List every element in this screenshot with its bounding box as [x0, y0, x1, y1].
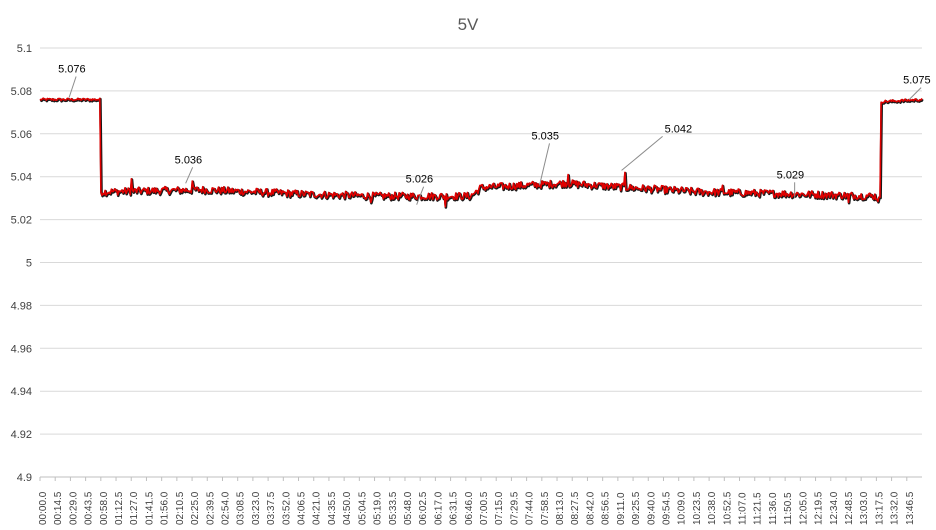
- x-tick-label: 06:46.0: [464, 491, 475, 525]
- x-tick-label: 03:52.0: [281, 491, 292, 525]
- x-tick-label: 07:00.5: [479, 491, 490, 525]
- x-tick-label: 12:48.5: [844, 491, 855, 525]
- y-tick-label: 4.96: [11, 343, 32, 355]
- x-tick-label: 00:14.5: [53, 491, 64, 525]
- x-tick-label: 07:15.0: [494, 491, 505, 525]
- x-tick-label: 07:58.5: [540, 491, 551, 525]
- x-tick-label: 09:11.0: [616, 492, 627, 525]
- series-line: [39, 97, 923, 208]
- x-tick-label: 00:00.0: [38, 491, 49, 525]
- x-tick-label: 07:29.5: [509, 491, 520, 525]
- annotation-label: 5.035: [532, 130, 560, 142]
- annotation-label: 5.075: [903, 75, 931, 87]
- y-tick-label: 4.9: [17, 472, 32, 484]
- x-tick-label: 13:46.5: [905, 491, 916, 525]
- x-tick-label: 07:44.0: [525, 491, 536, 525]
- annotation-label: 5.036: [175, 154, 203, 166]
- x-tick-label: 10:38.0: [707, 491, 718, 525]
- x-tick-label: 11:21.5: [753, 492, 764, 525]
- x-tick-label: 04:35.5: [327, 491, 338, 525]
- x-tick-label: 03:08.5: [236, 491, 247, 525]
- x-tick-label: 12:34.0: [829, 491, 840, 525]
- x-tick-label: 08:27.5: [570, 491, 581, 525]
- annotation-leader: [416, 186, 425, 205]
- x-tick-label: 11:50.5: [783, 492, 794, 525]
- annotation-label: 5.029: [777, 169, 805, 181]
- x-tick-label: 08:13.0: [555, 491, 566, 525]
- x-tick-label: 00:43.5: [84, 491, 95, 525]
- x-tick-label: 02:39.5: [205, 491, 216, 525]
- x-tick-label: 06:31.5: [449, 491, 460, 525]
- annotation-leader: [539, 143, 550, 186]
- x-tick-label: 06:02.5: [418, 491, 429, 525]
- x-tick-label: 13:32.0: [890, 491, 901, 525]
- x-tick-label: 08:42.0: [585, 491, 596, 525]
- x-tick-label: 00:29.0: [68, 491, 79, 525]
- x-tick-label: 10:52.5: [722, 491, 733, 525]
- x-tick-label: 02:10.5: [175, 491, 186, 525]
- x-tick-label: 13:17.5: [874, 491, 885, 525]
- x-axis-ticks: 00:00.0 00:14.5 00:29.0 00:43.5 00:58.0 01:12…: [38, 491, 916, 525]
- x-tick-label: 08:56.5: [601, 491, 612, 525]
- y-tick-label: 5.06: [11, 129, 32, 141]
- x-tick-label: 09:25.5: [631, 491, 642, 525]
- x-tick-label: 01:27.0: [129, 491, 140, 525]
- x-tick-label: 12:05.0: [798, 491, 809, 525]
- annotation-label: 5.076: [58, 63, 86, 75]
- y-tick-label: 5.04: [11, 172, 32, 184]
- y-tick-label: 4.98: [11, 300, 32, 312]
- x-tick-label: 13:03.0: [859, 491, 870, 525]
- y-tick-label: 5.1: [17, 43, 32, 55]
- x-tick-label: 10:23.5: [692, 491, 703, 525]
- y-tick-label: 5.02: [11, 215, 32, 227]
- x-tick-label: 04:50.0: [342, 491, 353, 525]
- x-tick-label: 01:56.0: [160, 491, 171, 525]
- x-tick-label: 04:06.5: [297, 491, 308, 525]
- annotation-leader: [185, 167, 194, 184]
- annotation-leader: [621, 136, 663, 171]
- x-tick-label: 05:04.5: [357, 491, 368, 525]
- x-tick-label: 00:58.0: [99, 491, 110, 525]
- x-tick-label: 01:41.5: [144, 491, 155, 525]
- x-tick-label: 10:09.0: [677, 491, 688, 525]
- annotation-leader: [908, 87, 922, 100]
- annotation-label: 5.026: [406, 174, 434, 186]
- x-tick-label: 05:48.0: [403, 491, 414, 525]
- annotation-label: 5.042: [665, 123, 693, 135]
- series-5v: [39, 97, 924, 209]
- gridlines: [39, 47, 922, 481]
- series-line-shadow: [39, 97, 924, 209]
- x-tick-label: 09:54.5: [661, 491, 672, 525]
- x-tick-label: 05:33.5: [388, 491, 399, 525]
- x-tick-label: 02:54.0: [220, 491, 231, 525]
- x-tick-label: 09:40.0: [646, 491, 657, 525]
- annotation-leader: [68, 76, 77, 98]
- x-tick-label: 12:19.5: [814, 491, 825, 525]
- y-tick-label: 5: [26, 258, 32, 270]
- chart-title: 5V: [458, 15, 479, 34]
- x-tick-label: 11:07.0: [738, 492, 749, 525]
- y-tick-label: 4.94: [11, 386, 32, 398]
- x-tick-label: 01:12.5: [114, 491, 125, 525]
- y-tick-label: 4.92: [11, 429, 32, 441]
- x-tick-label: 05:19.0: [373, 491, 384, 525]
- x-tick-label: 11:36.0: [768, 492, 779, 525]
- y-tick-label: 5.08: [11, 86, 32, 98]
- x-tick-label: 06:17.0: [433, 491, 444, 525]
- x-tick-label: 04:21.0: [312, 491, 323, 525]
- x-tick-label: 02:25.0: [190, 491, 201, 525]
- y-axis-ticks: 4.9 4.92 4.94 4.96 4.98 5 5.02 5.04 5.06 5.08 5.1: [11, 43, 32, 484]
- data-annotations: 5.076 5.036 5.026 5.035 5.042 5.029 5.075: [58, 63, 931, 205]
- x-tick-label: 03:37.5: [266, 491, 277, 525]
- x-tick-label: 03:23.0: [251, 491, 262, 525]
